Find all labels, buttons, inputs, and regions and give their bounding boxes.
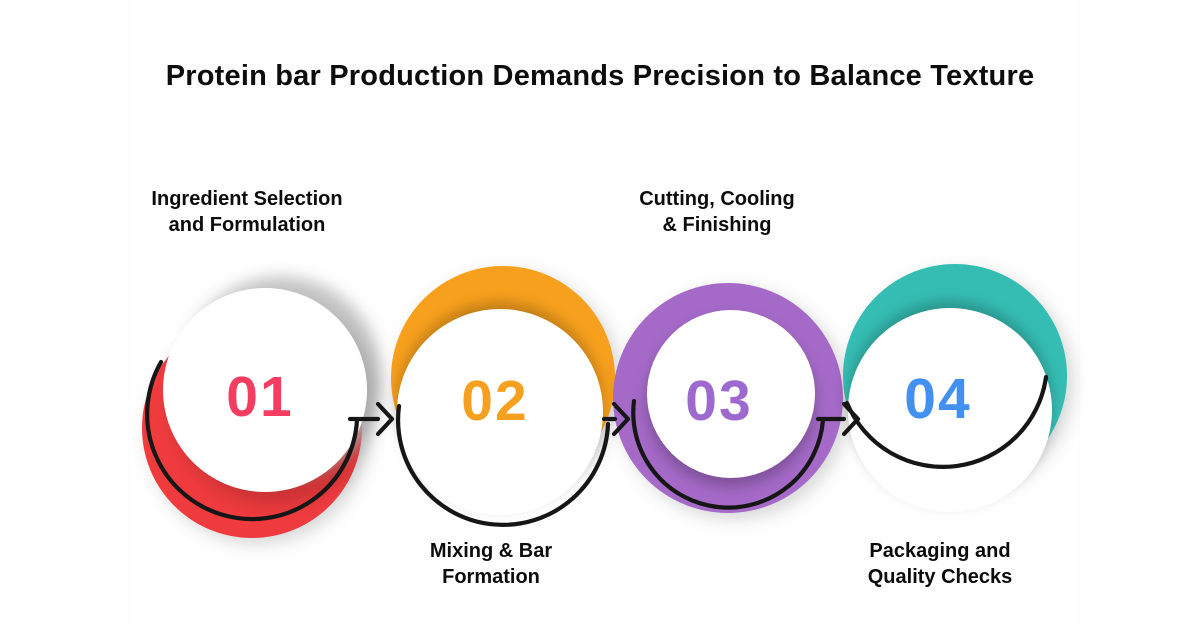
step-1-label-line1: Ingredient Selection: [151, 188, 343, 210]
step-2-arc: [396, 403, 611, 527]
page-title: Protein bar Production Demands Precision…: [165, 60, 1035, 92]
step-3-number: 03: [685, 369, 753, 433]
flow-arrow-group: [145, 359, 1049, 527]
step-4-label-line1: Packaging and: [869, 540, 1011, 562]
connector-2-arrowhead-icon: [611, 401, 631, 437]
step-3-arc: [631, 398, 826, 510]
step-1-label-line2: and Formulation: [168, 214, 326, 236]
step-3-label-line2: & Finishing: [662, 214, 772, 236]
connector-1-arrowhead-icon: [375, 401, 395, 437]
step-3-label: Cutting, Cooling & Finishing: [582, 186, 852, 238]
step-4-number: 04: [904, 367, 972, 431]
step-1-arc: [145, 359, 360, 522]
step-4-label: Packaging and Quality Checks: [805, 538, 1075, 590]
step-1-label: Ingredient Selection and Formulation: [112, 186, 382, 238]
step-4-arc: [844, 374, 1049, 469]
step-3-label-line1: Cutting, Cooling: [639, 188, 795, 210]
step-2-number: 02: [461, 369, 529, 433]
step-2-label-line2: Formation: [442, 566, 540, 588]
step-1-number: 01: [226, 365, 294, 429]
step-2-label: Mixing & Bar Formation: [356, 538, 626, 590]
step-4-label-line2: Quality Checks: [867, 566, 1013, 588]
step-2-label-line1: Mixing & Bar: [429, 540, 553, 562]
